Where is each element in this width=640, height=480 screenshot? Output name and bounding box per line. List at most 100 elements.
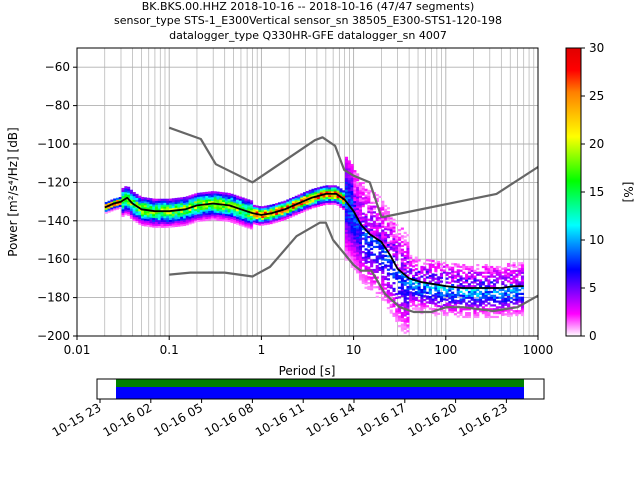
heatmap-cell [289,203,293,207]
heatmap-cell [462,296,466,299]
heatmap-cell [141,223,145,227]
heatmap-cell [347,216,351,219]
heatmap-cell [347,183,351,186]
heatmap-cell [194,195,198,198]
heatmap-cell [311,200,315,203]
heatmap-cell [135,199,139,202]
time-tick-label: 10-16 20 [405,400,459,439]
heatmap-cell [269,216,273,219]
heatmap-cell [364,278,368,282]
heatmap-cell [479,285,483,288]
heatmap-cell [370,265,374,268]
heatmap-cell [118,197,122,200]
heatmap-cell [305,196,309,199]
heatmap-cell [330,194,335,198]
heatmap-cell [314,188,318,191]
heatmap-cell [467,294,471,297]
heatmap-cell [305,202,309,205]
y-tick-label: −180 [37,291,70,305]
heatmap-cell [462,277,466,280]
heatmap-cell [152,198,156,201]
heatmap-cell [515,302,519,305]
heatmap-cell [364,190,368,193]
heatmap-cell [386,212,390,216]
heatmap-cell [381,206,385,209]
heatmap-cell [434,262,438,265]
heatmap-cell [149,215,153,218]
heatmap-cell [431,273,435,276]
heatmap-cell [492,283,497,286]
heatmap-cell [208,195,212,198]
heatmap-cell [350,200,354,203]
heatmap-cell [350,183,354,186]
heatmap-cell [205,195,209,198]
heatmap-cell [420,300,424,303]
heatmap-cell [445,298,449,301]
heatmap-cell [501,309,505,313]
heatmap-cell [389,223,393,226]
heatmap-cell [160,198,164,201]
heatmap-cell [398,246,402,249]
heatmap-cell [191,217,195,220]
heatmap-cell [247,224,251,227]
heatmap-cell [300,199,304,202]
heatmap-cell [403,318,407,321]
heatmap-cell [451,262,455,266]
heatmap-cell [498,292,502,296]
heatmap-cell [277,208,282,211]
heatmap-cell [185,223,189,226]
heatmap-cell [361,224,365,227]
heatmap-cell [445,292,449,296]
heatmap-cell [132,195,136,199]
heatmap-cell [138,214,142,218]
heatmap-cell [347,160,351,163]
heatmap-cell [238,200,242,203]
heatmap-cell [213,197,217,200]
heatmap-cell [512,269,516,272]
heatmap-cell [495,290,499,294]
heatmap-cell [389,242,393,245]
heatmap-cell [224,198,228,201]
heatmap-cell [406,289,410,293]
heatmap-cell [400,290,404,294]
heatmap-cell [107,210,111,213]
heatmap-cell [411,269,416,272]
heatmap-cell [437,305,441,308]
x-tick-label: 1000 [523,343,554,357]
heatmap-cell [361,187,365,190]
heatmap-cell [135,193,139,197]
heatmap-cell [364,194,368,197]
heatmap-cell [361,251,365,254]
heatmap-cell [509,314,513,317]
heatmap-cell [520,313,525,317]
heatmap-cell [356,184,360,188]
heatmap-cell [484,271,488,274]
heatmap-cell [375,236,379,239]
heatmap-cell [110,209,114,212]
heatmap-cell [479,283,483,286]
heatmap-cell [353,189,357,192]
heatmap-cell [370,219,374,222]
heatmap-cell [381,219,385,223]
heatmap-cell [344,212,349,215]
heatmap-cell [141,196,145,200]
heatmap-cell [155,223,159,226]
heatmap-cell [138,197,142,200]
heatmap-cell [132,211,136,214]
heatmap-cell [300,210,304,213]
heatmap-cell [442,271,446,274]
heatmap-cell [389,246,393,249]
heatmap-cell [358,230,363,233]
heatmap-cell [166,212,170,215]
heatmap-cell [442,288,446,291]
heatmap-cell [420,275,424,278]
heatmap-cell [319,199,323,203]
heatmap-cell [300,206,304,210]
heatmap-cell [442,309,446,313]
heatmap-cell [227,214,231,217]
heatmap-cell [462,271,466,274]
heatmap-cell [370,272,374,276]
heatmap-cell [330,187,335,190]
heatmap-cell [121,193,125,196]
heatmap-cell [344,181,349,184]
